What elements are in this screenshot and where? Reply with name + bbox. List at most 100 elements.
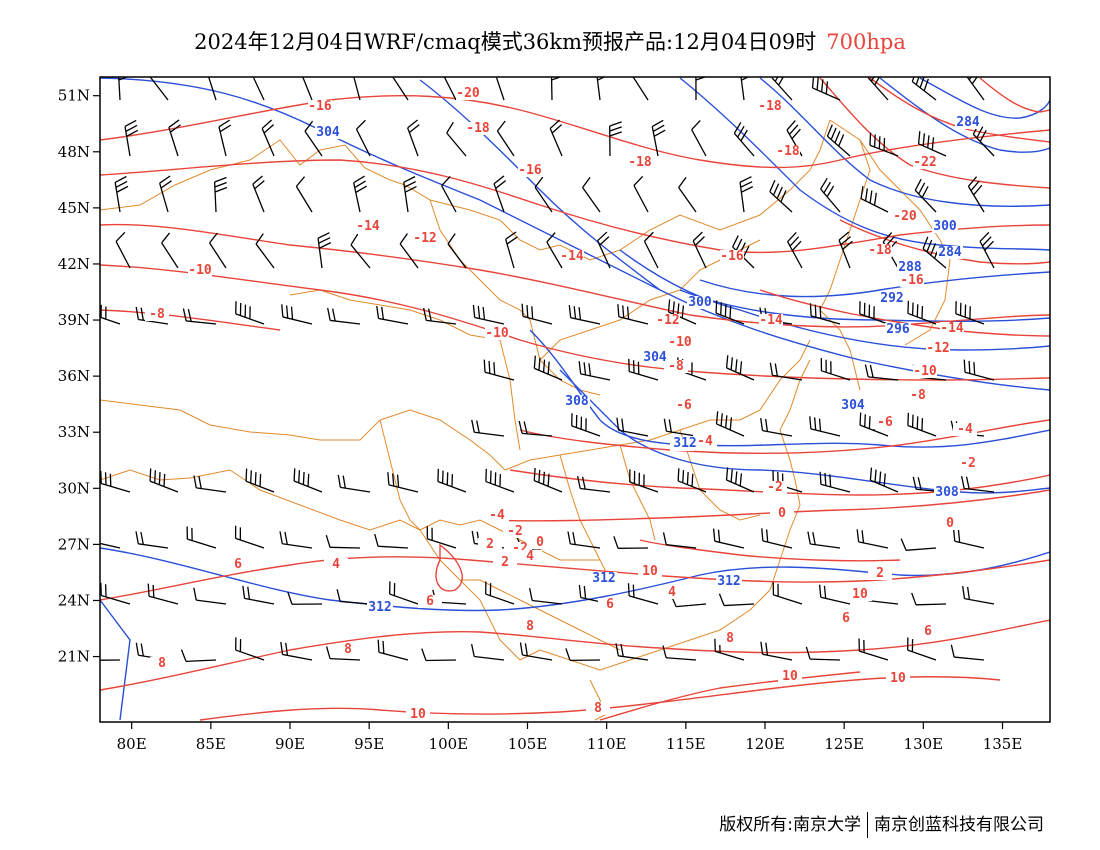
wind-barb [446, 121, 467, 157]
wind-barb [519, 642, 553, 661]
wind-barb [818, 584, 851, 605]
temperature-label: -4 [957, 422, 973, 437]
lat-label: 21N [58, 648, 90, 666]
map-frame [99, 76, 1051, 723]
wind-barb [609, 121, 622, 157]
temp-label-bg [938, 517, 962, 530]
wind-barb [950, 644, 985, 661]
lon-label: 100E [429, 735, 469, 753]
wind-barb [245, 468, 275, 493]
temp-label-bg [848, 588, 872, 601]
wind-barb [521, 303, 553, 325]
temperature-label: -8 [668, 359, 684, 374]
temp-label-bg [956, 457, 980, 470]
temperature-label: 6 [606, 597, 614, 612]
wind-barb [149, 77, 169, 101]
temp-label-bg [456, 87, 480, 100]
temp-label-bg [150, 657, 174, 670]
temp-label-bg [638, 565, 662, 578]
temp-label-bg [886, 672, 910, 685]
wind-barb [147, 583, 179, 605]
temp-label-bg [336, 643, 360, 656]
wind-barb [718, 593, 755, 607]
height-label-bg [932, 220, 958, 233]
wind-barb [300, 77, 313, 101]
temperature-label: 6 [842, 611, 850, 626]
wind-barb [811, 77, 841, 101]
wind-barb [733, 122, 755, 157]
lon-label: 90E [275, 735, 305, 753]
temp-label-bg [913, 156, 937, 169]
temperature-label: 6 [234, 557, 242, 572]
wind-barb [725, 467, 755, 493]
wind-barb [472, 304, 505, 325]
wind-barb [595, 77, 610, 101]
wind-barb [979, 231, 995, 269]
temperature-label: -2 [767, 480, 783, 495]
wind-barbs [100, 77, 995, 663]
wind-barb [100, 304, 121, 325]
wind-barb [407, 119, 420, 157]
wind-barb [149, 468, 179, 493]
lon-label: 95E [354, 735, 384, 753]
temp-label-bg [763, 481, 787, 494]
wind-barb [917, 131, 947, 157]
temp-label-bg [656, 314, 680, 327]
wind-barb [725, 355, 755, 381]
wind-barb [350, 233, 371, 269]
lat-label: 51N [58, 87, 90, 105]
wind-barb [186, 526, 217, 549]
temperature-label: 8 [726, 631, 734, 646]
temperature-label: 6 [426, 594, 434, 609]
wind-barb [182, 308, 217, 325]
wind-barb [235, 301, 265, 325]
temperature-label: -16 [720, 249, 744, 264]
temperature-label: -16 [308, 99, 332, 114]
height-label: 308 [935, 485, 959, 500]
wind-barb [761, 528, 793, 549]
temperature-label: -14 [940, 321, 964, 336]
temp-label-bg [778, 670, 802, 683]
wind-barb [161, 232, 179, 269]
wind-barb [389, 581, 419, 605]
temp-label-bg [413, 232, 437, 245]
temperature-label: -6 [877, 415, 893, 430]
height-label-bg [934, 486, 960, 499]
temperature-label: 8 [158, 656, 166, 671]
temp-label-bg [485, 509, 509, 522]
wind-barb [124, 119, 139, 157]
wind-barb [769, 179, 793, 213]
temp-label-bg [418, 595, 442, 608]
temperature-label: 8 [526, 619, 534, 634]
temp-label-bg [758, 100, 782, 113]
temperature-label: 2 [486, 537, 494, 552]
wind-barb [571, 413, 601, 437]
temp-label-bg [485, 327, 509, 340]
lat-label: 30N [58, 479, 90, 497]
wind-barb [505, 231, 518, 269]
height-label-bg [955, 116, 981, 129]
wind-barb [838, 231, 853, 269]
temperature-label: -2 [960, 456, 976, 471]
temperature-label: 0 [778, 506, 786, 521]
height-label-bg [315, 126, 341, 139]
wind-barb [715, 411, 745, 437]
wind-barb [900, 538, 937, 551]
temp-label-bg [518, 620, 542, 633]
wind-barb [864, 364, 899, 381]
wind-barb [255, 233, 275, 269]
wind-barb [377, 639, 409, 661]
wind-barb [677, 468, 707, 493]
temperature-label: 2 [876, 566, 884, 581]
wind-barb [533, 467, 563, 493]
temp-label-bg [900, 274, 924, 287]
wind-barb [955, 301, 985, 325]
wind-barb [760, 417, 793, 437]
temp-label-bg [770, 507, 794, 520]
wind-barb [235, 637, 265, 661]
temp-label-bg [145, 308, 169, 321]
wind-barb [907, 300, 937, 325]
map-title: 2024年12月04日WRF/cmaq模式36km预报产品:12月04日09时 7… [0, 26, 1100, 56]
temp-label-bg [953, 423, 977, 436]
wind-barb [787, 231, 803, 269]
